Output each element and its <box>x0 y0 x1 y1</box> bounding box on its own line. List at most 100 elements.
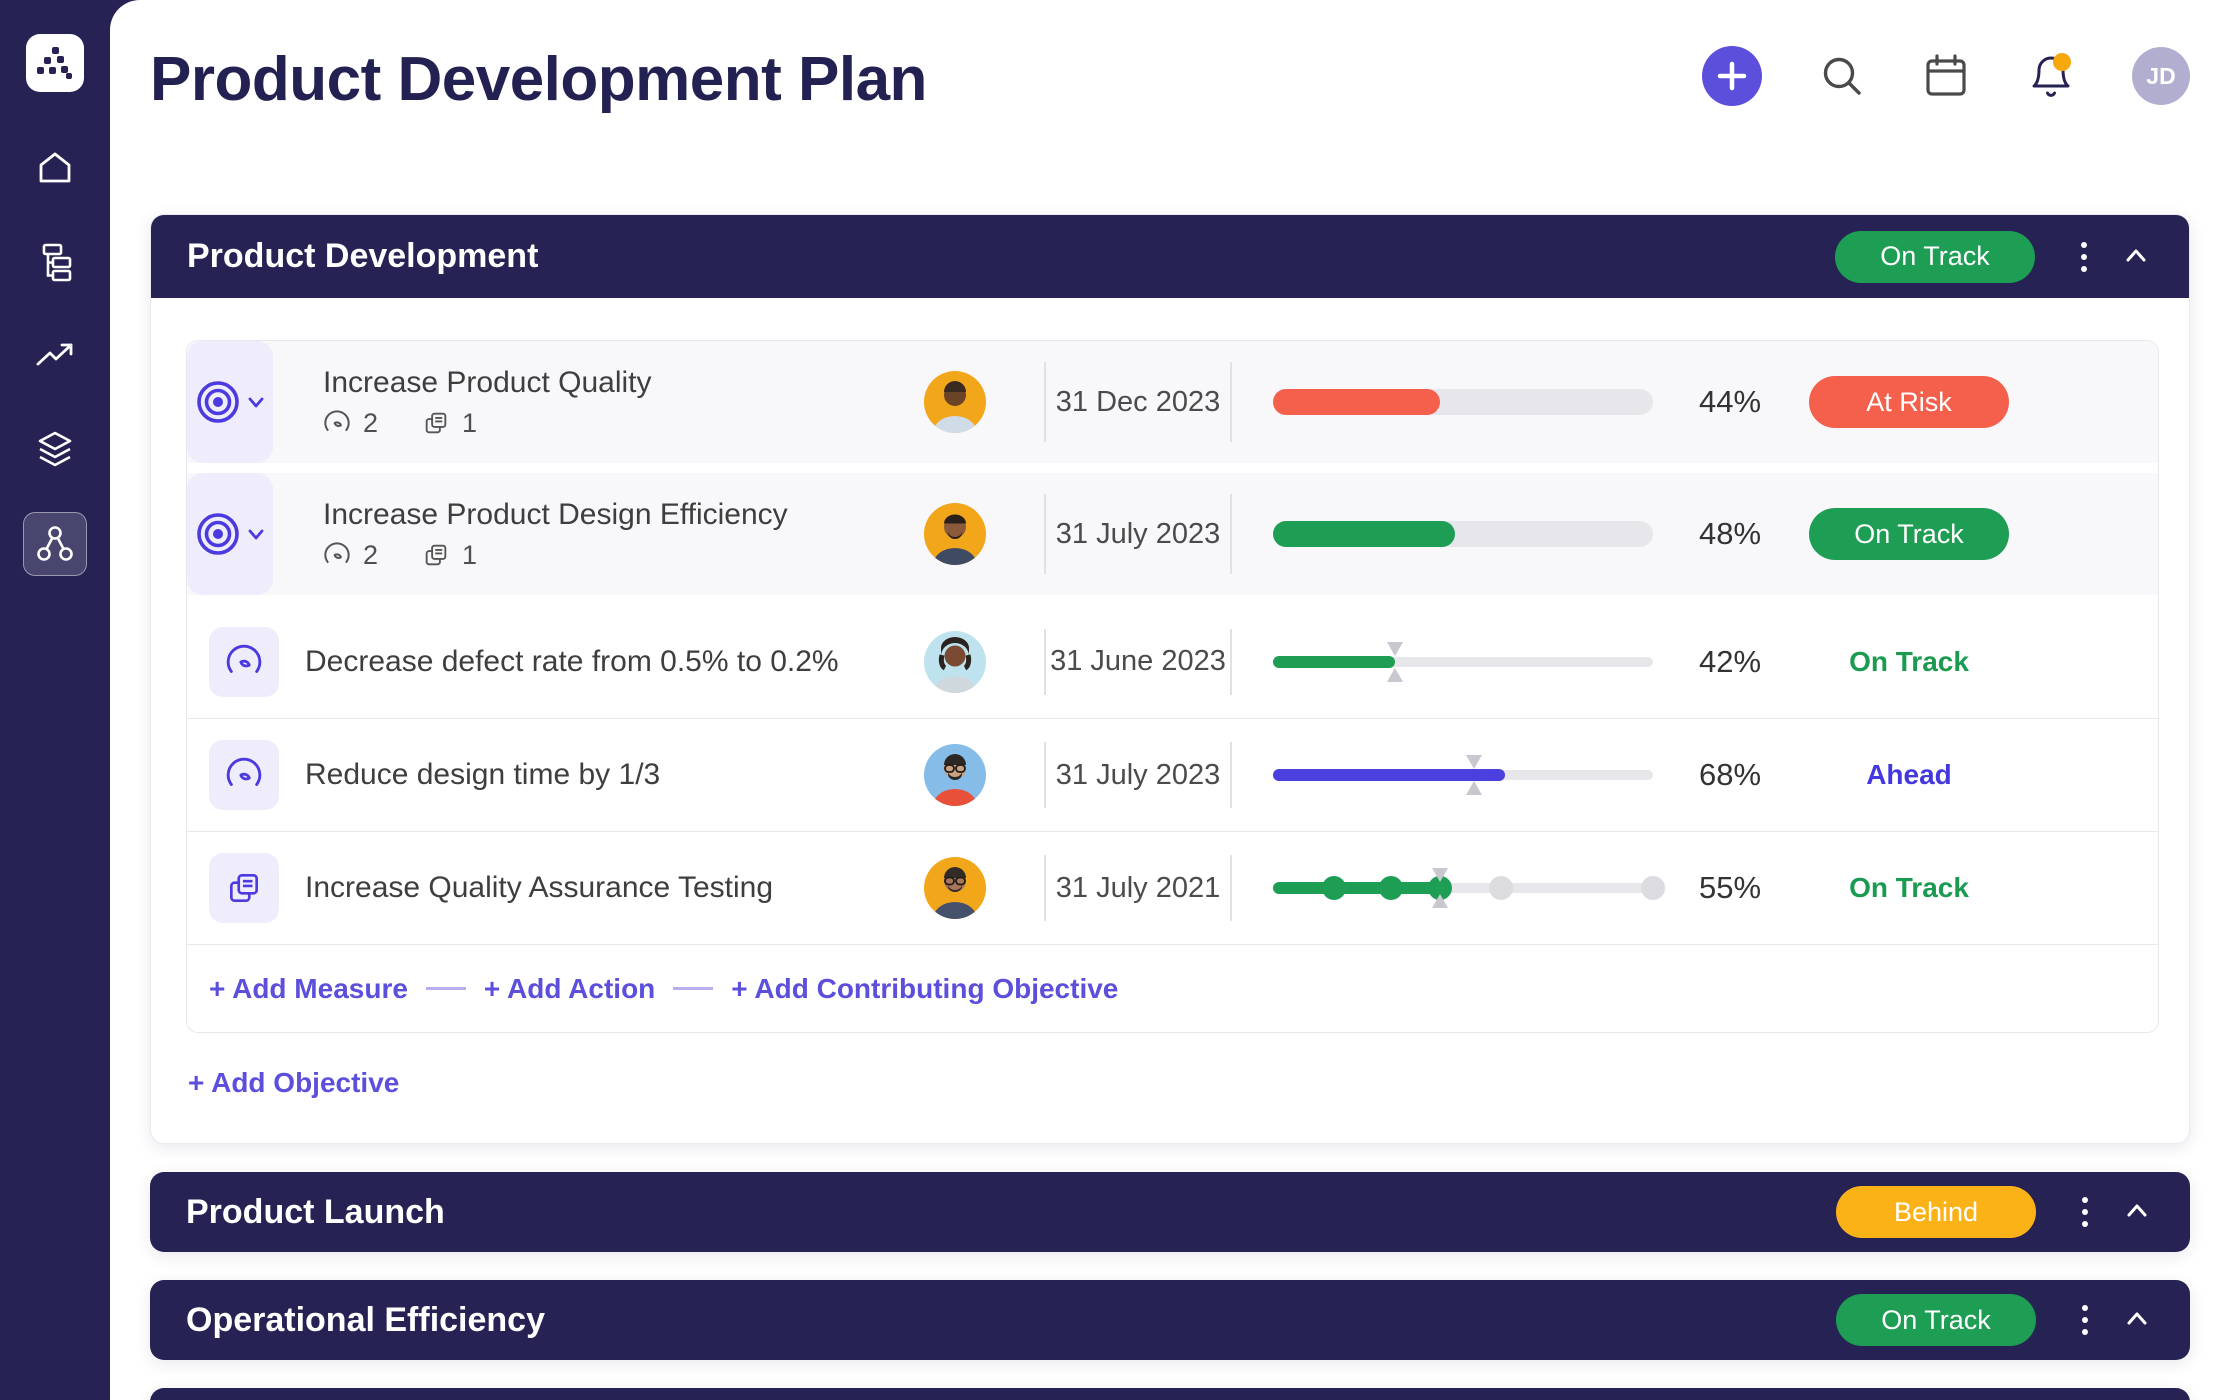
action-count: 1 <box>462 539 478 570</box>
sidebar-item-hierarchy[interactable] <box>23 230 87 294</box>
add-measure-link[interactable]: + Add Measure <box>209 972 408 1004</box>
owner-avatar <box>924 744 986 806</box>
layers-icon <box>38 431 72 467</box>
milestone-dot[interactable] <box>1641 876 1665 900</box>
measure-title: Decrease defect rate from 0.5% to 0.2% <box>305 644 839 678</box>
dash-divider <box>425 987 466 990</box>
section-card-product-launch[interactable]: Product Launch Behind <box>150 1172 2190 1252</box>
create-button[interactable] <box>1702 46 1762 106</box>
measure-type-tile <box>209 740 279 810</box>
measure-type-tile <box>209 853 279 923</box>
calendar-button[interactable] <box>1922 52 1970 100</box>
home-icon <box>39 152 71 183</box>
section-card-product-development: Product Development On Track <box>150 214 2190 1144</box>
section-menu-button[interactable] <box>2076 1299 2094 1341</box>
status-label: On Track <box>1849 645 1969 677</box>
add-action-link[interactable]: + Add Action <box>483 972 656 1004</box>
progress-bar <box>1273 521 1653 547</box>
divider <box>1230 855 1232 921</box>
chevron-down-icon <box>248 397 263 408</box>
sidebar-item-trends[interactable] <box>23 324 87 388</box>
divider <box>1044 362 1046 442</box>
owner-avatar <box>924 503 986 565</box>
section-title: Operational Efficiency <box>186 1300 545 1339</box>
copy-icon <box>230 874 258 902</box>
objective-title: Increase Product Design Efficiency <box>323 497 788 531</box>
divider <box>1044 742 1046 808</box>
chevron-down-icon <box>248 529 263 540</box>
objectives-table: Increase Product Quality 2 <box>186 340 2159 1033</box>
calendar-icon <box>1926 54 1966 96</box>
owner-avatar <box>924 371 986 433</box>
divider <box>1230 362 1232 442</box>
gauge-icon <box>324 542 350 564</box>
owner-avatar <box>924 857 986 919</box>
avatar-initials: JD <box>2146 62 2176 89</box>
measure-row[interactable]: Decrease defect rate from 0.5% to 0.2% 3… <box>187 605 2158 718</box>
search-button[interactable] <box>1818 52 1866 100</box>
measure-row[interactable]: Reduce design time by 1/3 31 July 2023 <box>187 718 2158 831</box>
section-card-partial[interactable]: At Risk <box>150 1388 2190 1400</box>
status-badge[interactable]: On Track <box>1809 508 2009 560</box>
due-date: 31 July 2023 <box>1055 758 1221 791</box>
objective-row[interactable]: Increase Product Quality 2 <box>187 341 2158 463</box>
search-icon <box>1823 57 1861 95</box>
measure-type-tile <box>209 626 279 697</box>
milestone-dot[interactable] <box>1489 876 1513 900</box>
sidebar-item-home[interactable] <box>23 136 87 200</box>
section-header[interactable]: Product Development On Track <box>151 215 2189 298</box>
divider <box>1230 628 1232 695</box>
add-contributing-objective-link[interactable]: + Add Contributing Objective <box>731 972 1119 1004</box>
section-title: Product Development <box>187 237 539 275</box>
milestone-dot[interactable] <box>1378 876 1403 900</box>
collapse-button[interactable] <box>2123 244 2149 270</box>
gauge-icon <box>226 757 262 786</box>
expand-button[interactable] <box>2124 1307 2150 1333</box>
milestone-dot[interactable] <box>1321 876 1346 900</box>
add-objective-link[interactable]: + Add Objective <box>188 1067 400 1098</box>
status-badge[interactable]: On Track <box>1835 230 2035 283</box>
divider <box>1230 742 1232 808</box>
slider-handle[interactable] <box>1386 641 1404 682</box>
plus-icon <box>1717 61 1747 91</box>
measure-count: 2 <box>363 407 379 438</box>
owner-avatar <box>924 630 986 693</box>
slider-handle[interactable] <box>1431 868 1449 908</box>
objective-row[interactable]: Increase Product Design Efficiency 2 <box>187 473 2158 595</box>
sidebar-item-plan-network[interactable] <box>23 512 87 576</box>
status-label: Ahead <box>1866 759 1952 790</box>
status-badge[interactable]: At Risk <box>1809 376 2009 428</box>
target-icon <box>196 513 239 555</box>
app-logo[interactable] <box>26 34 84 92</box>
section-card-operational-efficiency[interactable]: Operational Efficiency On Track <box>150 1280 2190 1360</box>
user-avatar-button[interactable]: JD <box>2132 47 2190 105</box>
measure-row[interactable]: Increase Quality Assurance Testing 31 Ju… <box>187 831 2158 944</box>
due-date: 31 July 2023 <box>1055 517 1221 550</box>
status-badge[interactable]: On Track <box>1836 1294 2036 1346</box>
divider <box>1044 855 1046 921</box>
section-menu-button[interactable] <box>2075 236 2093 278</box>
target-icon <box>196 381 239 423</box>
progress-slider <box>1273 641 1653 682</box>
objective-expand-button[interactable] <box>187 341 273 463</box>
status-badge[interactable]: Behind <box>1836 1186 2036 1238</box>
measure-title: Increase Quality Assurance Testing <box>305 871 774 904</box>
network-icon <box>37 526 73 561</box>
measure-title: Reduce design time by 1/3 <box>305 758 661 791</box>
notifications-button[interactable] <box>2026 51 2076 101</box>
objective-expand-button[interactable] <box>187 473 273 595</box>
due-date: 31 Dec 2023 <box>1055 385 1221 418</box>
sidebar-item-layers[interactable] <box>23 418 87 482</box>
add-actions-row: + Add Measure + Add Action + Add Contrib… <box>187 944 2158 1032</box>
chevron-up-icon <box>2126 249 2146 261</box>
expand-button[interactable] <box>2124 1199 2150 1225</box>
bell-icon <box>2032 53 2071 97</box>
section-title: Product Launch <box>186 1192 445 1231</box>
section-menu-button[interactable] <box>2076 1191 2094 1233</box>
progress-bar <box>1273 389 1653 415</box>
slider-handle[interactable] <box>1465 755 1483 795</box>
progress-percent: 48% <box>1698 516 1762 551</box>
divider <box>1044 628 1046 695</box>
page-title: Product Development Plan <box>150 45 927 114</box>
copy-icon <box>425 412 447 434</box>
